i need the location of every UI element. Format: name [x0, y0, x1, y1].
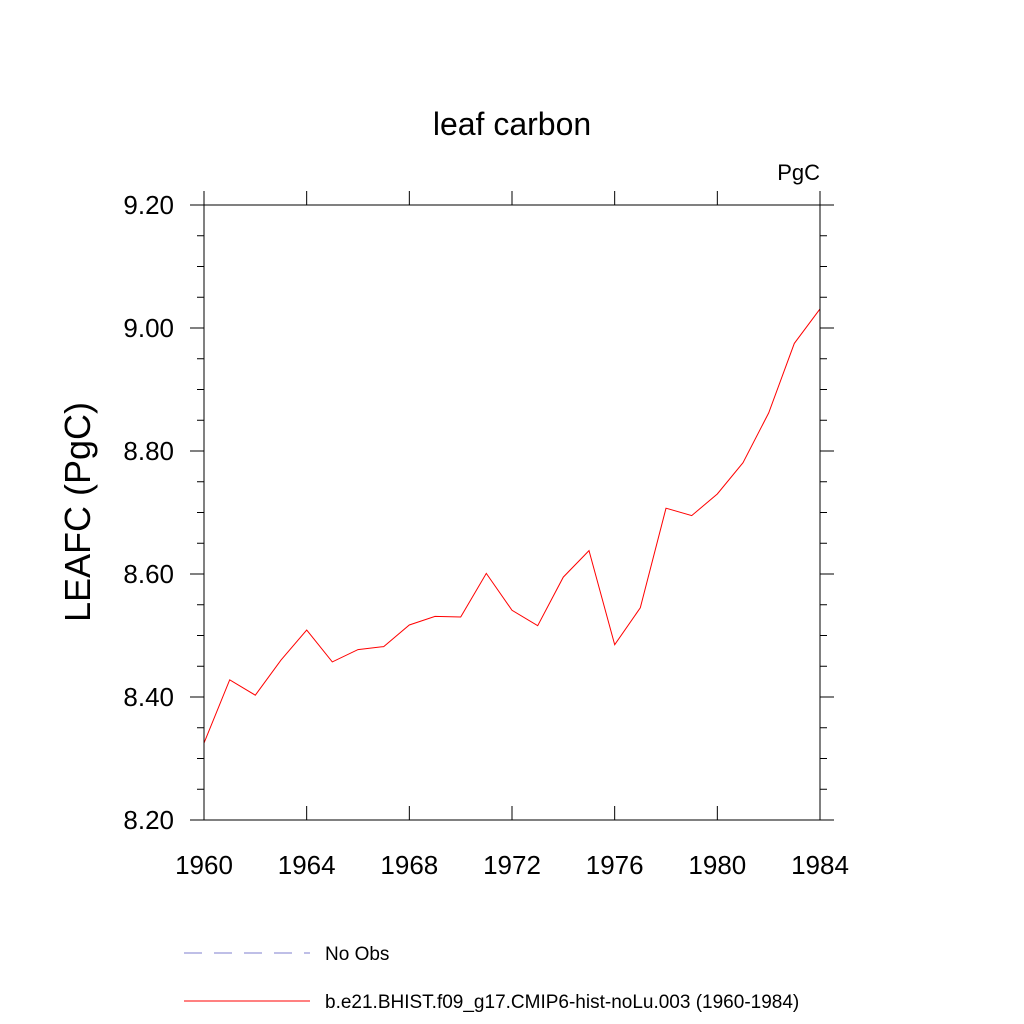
series-line: [203, 308, 821, 744]
x-tick-label: 1968: [380, 850, 438, 880]
y-tick-label: 8.60: [123, 559, 174, 589]
y-tick-label: 9.20: [123, 190, 174, 220]
x-tick-label: 1980: [688, 850, 746, 880]
y-tick-label: 8.40: [123, 682, 174, 712]
y-tick-label: 8.80: [123, 436, 174, 466]
axis-ticks: 1960 1964 1968 1972 1976 1980 1984 8.20 8.40 8.60…: [123, 190, 849, 880]
x-tick-label: 1960: [175, 850, 233, 880]
y-axis-label: LEAFC (PgC): [57, 402, 98, 622]
y-tick-label: 8.20: [123, 805, 174, 835]
x-tick-label: 1984: [791, 850, 849, 880]
series-layer: [203, 308, 821, 744]
chart-title: leaf carbon: [433, 106, 591, 142]
y-tick-label: 9.00: [123, 313, 174, 343]
legend-label: b.e21.BHIST.f09_g17.CMIP6-hist-noLu.003 …: [325, 992, 799, 1013]
units-label: PgC: [777, 160, 820, 185]
plot-frame: [203, 204, 821, 821]
x-tick-label: 1976: [586, 850, 644, 880]
legend: No Obs b.e21.BHIST.f09_g17.CMIP6-hist-noL…: [184, 944, 799, 1013]
legend-label: No Obs: [325, 944, 389, 965]
x-tick-label: 1964: [278, 850, 336, 880]
x-tick-label: 1972: [483, 850, 541, 880]
